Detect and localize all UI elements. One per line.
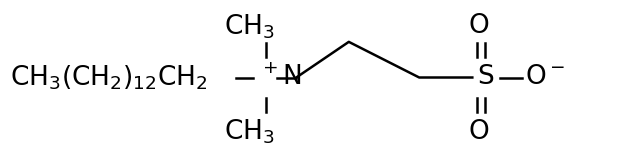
Text: CH$_3$(CH$_2$)$_{12}$CH$_2$: CH$_3$(CH$_2$)$_{12}$CH$_2$ [10,63,207,92]
Text: O: O [468,13,489,39]
Text: $^+$N: $^+$N [259,64,302,91]
Text: O$^-$: O$^-$ [525,64,565,91]
Text: CH$_3$: CH$_3$ [224,12,275,41]
Text: O: O [468,119,489,145]
Text: S: S [477,64,493,91]
Text: CH$_3$: CH$_3$ [224,117,275,146]
